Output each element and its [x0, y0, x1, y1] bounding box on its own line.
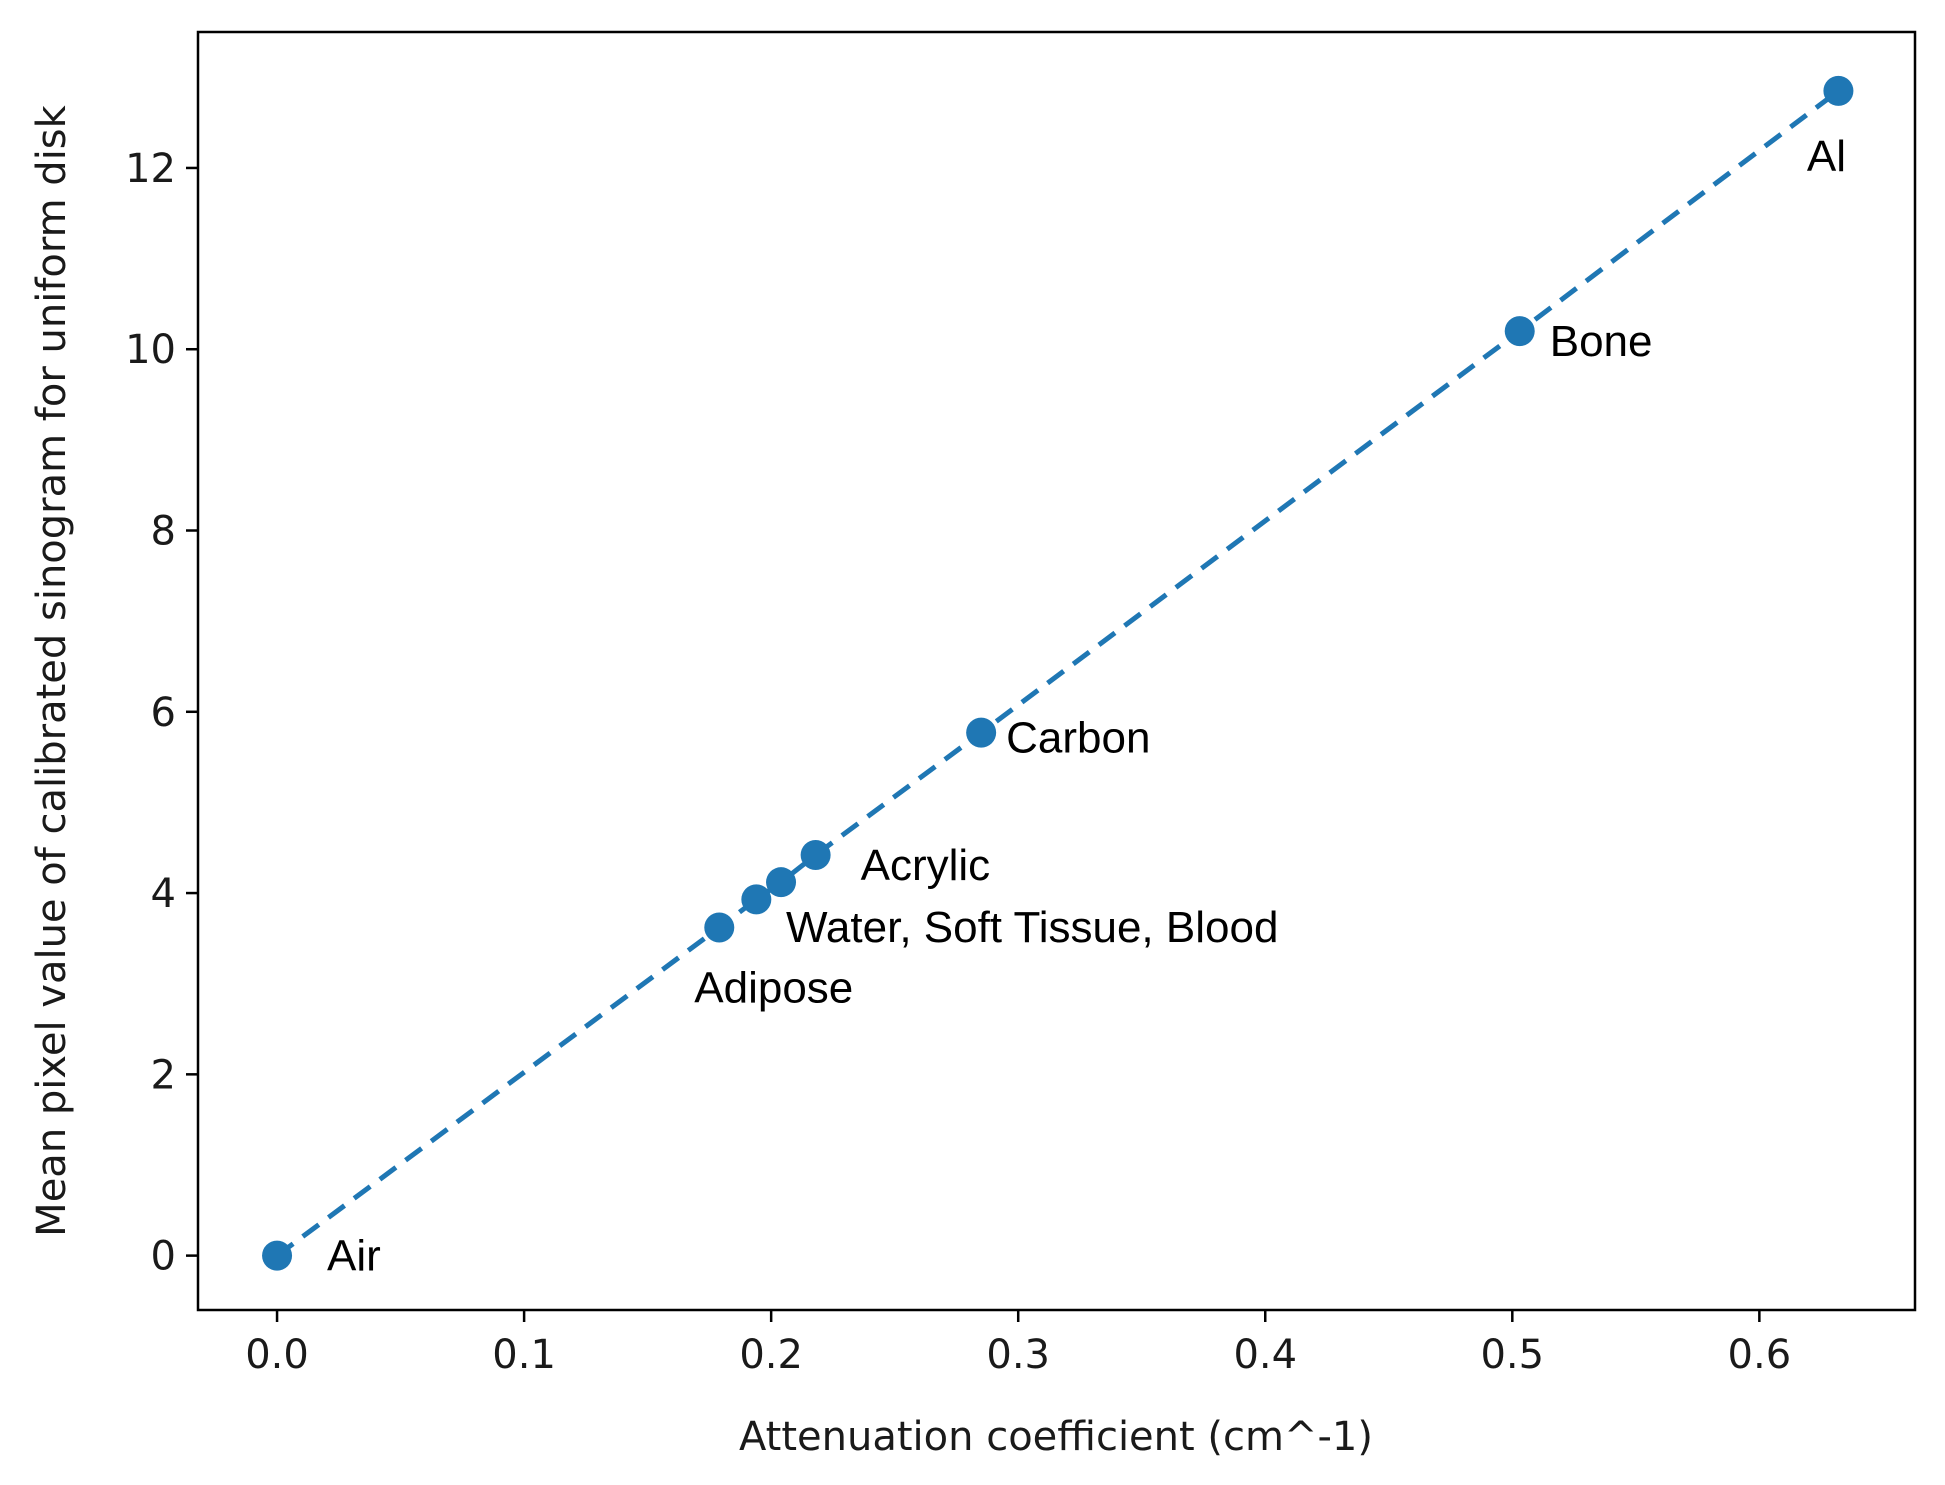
data-point: [1504, 316, 1535, 347]
point-annotations: Air Adipose Water, Soft Tissue, Blood Acryl…: [327, 132, 1846, 1281]
y-tick-label: 8: [151, 509, 176, 555]
x-tick-label: 0.4: [1233, 1332, 1297, 1378]
x-tick-label: 0.1: [492, 1332, 556, 1378]
data-point: [966, 717, 997, 748]
x-axis-label: Attenuation coefficient (cm^-1): [739, 1414, 1373, 1460]
x-axis: 0.0 0.1 0.2 0.3 0.4 0.5 0.6: [245, 1310, 1791, 1378]
y-tick-label: 6: [151, 690, 176, 736]
point-label: Al: [1807, 132, 1846, 181]
x-tick-label: 0.0: [245, 1332, 309, 1378]
data-point: [741, 884, 772, 915]
point-label: Air: [327, 1232, 381, 1281]
point-label: Bone: [1550, 317, 1653, 366]
point-label: Acrylic: [861, 841, 991, 890]
y-tick-label: 4: [151, 871, 176, 917]
data-point: [704, 912, 735, 943]
y-axis: 0 2 4 6 8 10 12: [125, 146, 198, 1280]
y-tick-label: 12: [125, 146, 176, 192]
y-tick-label: 10: [125, 327, 176, 373]
point-label: Carbon: [1006, 714, 1150, 763]
data-point: [800, 839, 831, 870]
x-tick-label: 0.2: [739, 1332, 803, 1378]
point-label: Water, Soft Tissue, Blood: [786, 903, 1278, 952]
x-tick-label: 0.6: [1728, 1332, 1792, 1378]
y-tick-label: 0: [151, 1234, 176, 1280]
data-point: [766, 867, 797, 898]
data-point: [1823, 75, 1854, 106]
plot-area: [196, 30, 1917, 1312]
y-axis-label: Mean pixel value of calibrated sinogram …: [29, 104, 75, 1236]
x-tick-label: 0.5: [1480, 1332, 1544, 1378]
y-tick-label: 2: [151, 1052, 176, 1098]
x-tick-label: 0.3: [986, 1332, 1050, 1378]
point-label: Adipose: [694, 964, 853, 1013]
data-points: [262, 75, 1854, 1271]
data-point: [262, 1240, 293, 1271]
